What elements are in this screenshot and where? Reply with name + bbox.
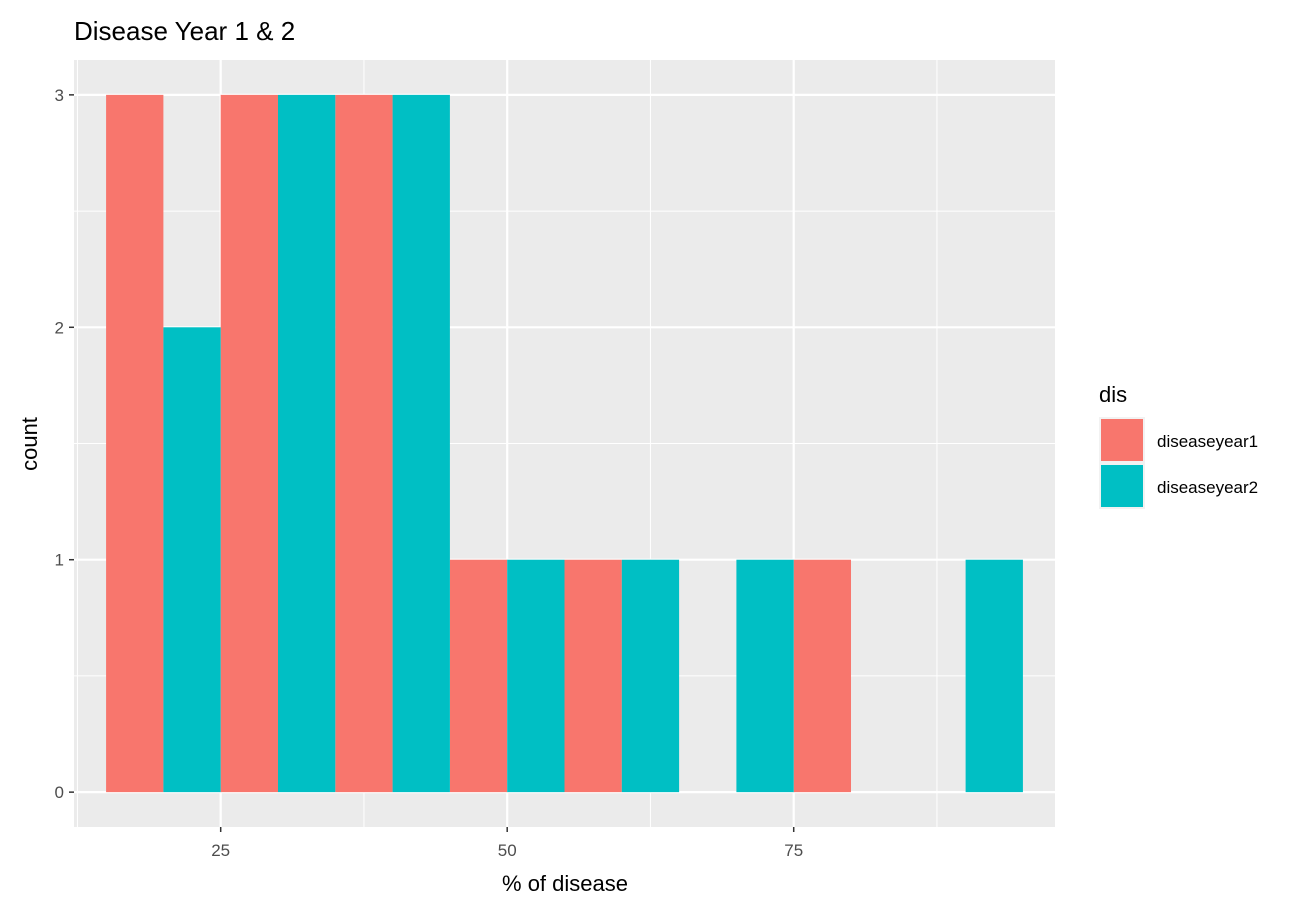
legend-items: diseaseyear1 diseaseyear2 [1099,417,1258,509]
bar-diseaseyear2 [392,94,450,793]
legend-label-diseaseyear2: diseaseyear2 [1157,478,1258,497]
chart-title: Disease Year 1 & 2 [74,16,295,46]
axes: 25 50 75 0 1 2 3 [55,86,804,860]
x-axis-label: % of disease [502,871,628,896]
bar-diseaseyear1 [335,94,393,793]
x-tick-label: 75 [784,841,803,860]
bar-diseaseyear2 [507,559,565,793]
bar-diseaseyear1 [106,94,164,793]
y-tick-label: 1 [55,551,64,570]
legend-swatch-diseaseyear2 [1101,465,1143,507]
x-tick-label: 50 [498,841,517,860]
bar-diseaseyear1 [220,94,278,793]
y-tick-label: 2 [55,318,64,337]
legend: dis diseaseyear1 diseaseyear2 [1099,382,1258,509]
bar-diseaseyear2 [163,327,221,793]
y-tick-label: 0 [55,783,64,802]
x-tick-label: 25 [211,841,230,860]
bar-diseaseyear1 [564,559,622,793]
bar-diseaseyear1 [793,559,852,793]
bar-diseaseyear2 [965,559,1023,793]
legend-label-diseaseyear1: diseaseyear1 [1157,432,1258,451]
bar-diseaseyear2 [277,94,336,793]
bar-diseaseyear2 [621,559,680,793]
bars [106,94,1023,793]
y-axis-label: count [17,417,42,471]
bar-diseaseyear1 [449,559,508,793]
y-tick-label: 3 [55,86,64,105]
legend-swatch-diseaseyear1 [1101,419,1143,461]
bar-diseaseyear2 [736,559,794,793]
legend-title: dis [1099,382,1127,407]
